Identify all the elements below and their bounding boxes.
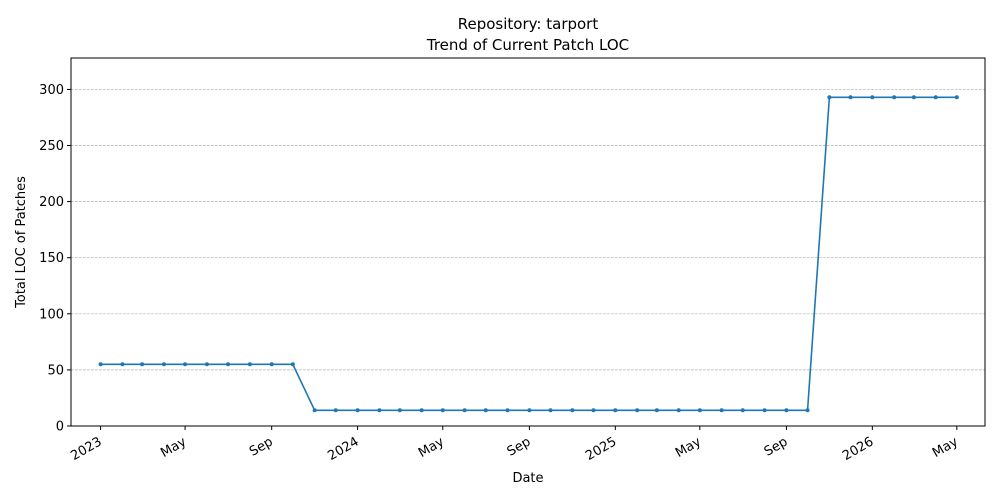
y-tick-label: 200: [39, 195, 64, 210]
data-point: [440, 408, 445, 413]
data-point: [397, 408, 402, 413]
x-tick-label: 2024: [325, 434, 361, 464]
x-axis: 2023 May Sep 2024 May Sep 2025 May Sep 2026 May: [68, 426, 961, 464]
x-tick-label: 2025: [583, 434, 619, 464]
x-tick-label: Sep: [762, 434, 791, 459]
y-axis-label: Total LOC of Patches: [14, 176, 29, 309]
y-axis: 0 50 100 150 200 250 300: [39, 83, 71, 435]
data-point: [654, 408, 659, 413]
data-point: [784, 408, 789, 413]
data-point: [740, 408, 745, 413]
data-point: [870, 95, 875, 100]
y-tick-label: 100: [39, 307, 64, 322]
data-point: [312, 408, 317, 413]
data-point: [183, 362, 188, 367]
x-tick-label: May: [416, 434, 447, 461]
gridlines: [71, 89, 985, 371]
y-tick-label: 50: [47, 363, 64, 378]
data-point: [462, 408, 467, 413]
x-tick-label: May: [930, 434, 961, 461]
data-point: [120, 362, 125, 367]
data-point: [505, 408, 510, 413]
data-point: [98, 362, 103, 367]
data-point: [290, 362, 295, 367]
data-point: [676, 408, 681, 413]
data-point: [954, 95, 959, 100]
data-point: [911, 95, 916, 100]
data-point: [933, 95, 938, 100]
x-tick-label: Sep: [505, 434, 534, 459]
plot-frame: [70, 57, 986, 427]
data-point: [355, 408, 360, 413]
x-tick-label: Sep: [247, 434, 276, 459]
y-tick-label: 250: [39, 139, 64, 154]
x-axis-label: Date: [512, 471, 543, 486]
data-point: [613, 408, 618, 413]
data-point: [527, 408, 532, 413]
data-point: [591, 408, 596, 413]
data-point: [333, 408, 338, 413]
data-point: [635, 408, 640, 413]
x-tick-label: 2026: [840, 434, 876, 464]
data-point: [570, 408, 575, 413]
data-point: [269, 362, 274, 367]
data-point: [762, 408, 767, 413]
data-point: [827, 95, 832, 100]
chart-subtitle: Trend of Current Patch LOC: [426, 36, 629, 54]
data-point: [377, 408, 382, 413]
data-point: [719, 408, 724, 413]
x-tick-label: 2023: [68, 434, 104, 464]
x-tick-label: May: [673, 434, 704, 461]
data-point: [805, 408, 810, 413]
x-tick-label: May: [158, 434, 189, 461]
data-point: [204, 362, 209, 367]
data-point: [247, 362, 252, 367]
data-point: [548, 408, 553, 413]
y-tick-label: 0: [56, 420, 64, 435]
data-point: [161, 362, 166, 367]
chart-title: Repository: tarport: [458, 15, 599, 33]
y-tick-label: 150: [39, 251, 64, 266]
data-point: [892, 95, 897, 100]
data-point: [697, 408, 702, 413]
y-tick-label: 300: [39, 83, 64, 98]
data-point: [419, 408, 424, 413]
data-point: [483, 408, 488, 413]
series-line-group: [98, 95, 959, 413]
data-point: [140, 362, 145, 367]
data-point: [848, 95, 853, 100]
data-point: [226, 362, 231, 367]
